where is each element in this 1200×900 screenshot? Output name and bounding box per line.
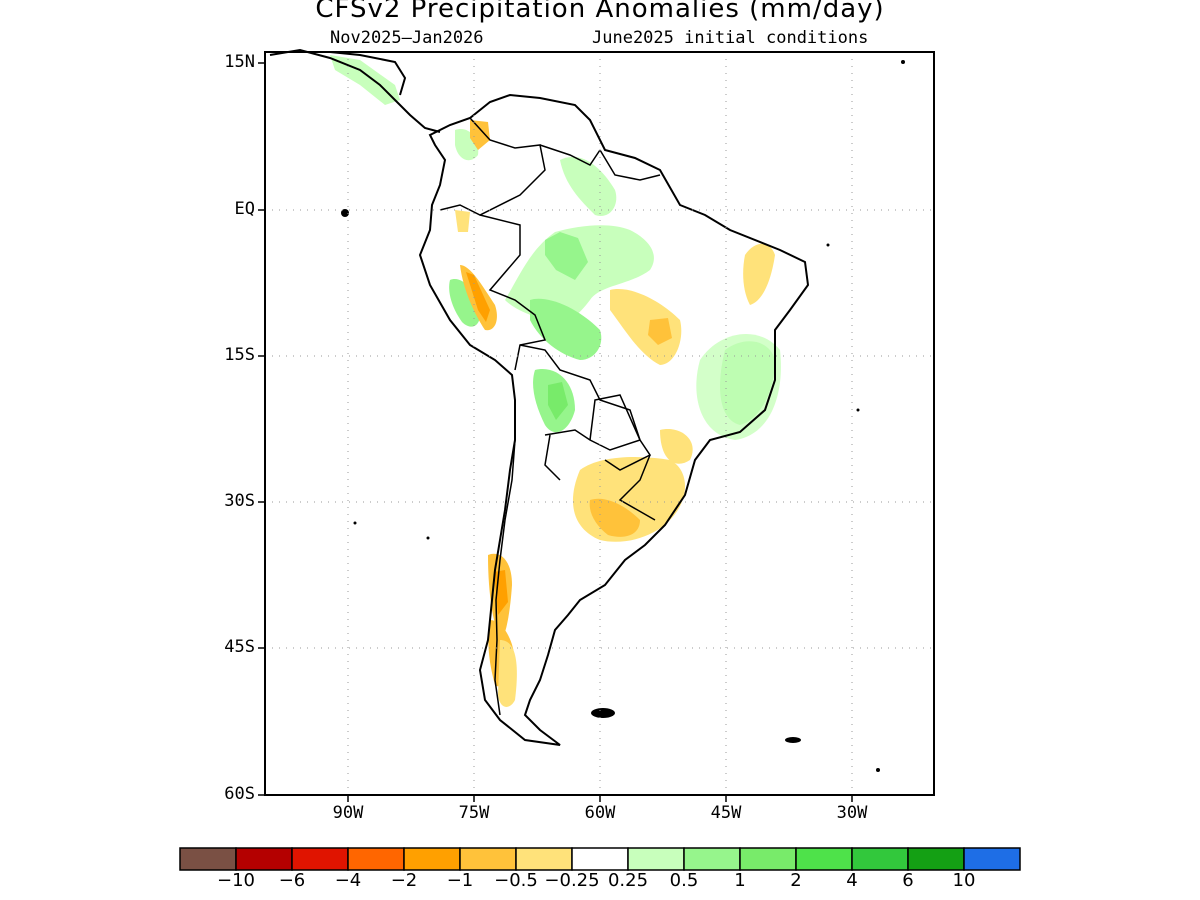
- colorbar-label-11: 4: [846, 870, 858, 891]
- y-label-15s: 15S: [224, 345, 255, 365]
- map-title: CFSv2 Precipitation Anomalies (mm/day): [315, 0, 885, 24]
- dry-anomaly-patagonia: [498, 640, 517, 707]
- graticule: [265, 52, 934, 795]
- y-label-15n: 15N: [224, 52, 255, 72]
- colorbar-swatch-7: [571, 847, 629, 871]
- y-label-30s: 30S: [224, 491, 255, 511]
- wet-anomaly-peru: [449, 279, 481, 327]
- border-peru-brazil: [479, 214, 547, 371]
- country-border-layer: [439, 117, 661, 716]
- caribbean-islands: [901, 60, 905, 64]
- border-venezuela: [539, 144, 601, 166]
- wet-anomaly-central: [530, 298, 602, 360]
- x-label-45w: 45W: [710, 803, 742, 823]
- dry-anomaly-ecuador: [455, 210, 470, 232]
- colorbar-swatch-11: [795, 847, 853, 871]
- dry-anomaly-colombia: [470, 120, 490, 150]
- y-label-60s: 60S: [224, 784, 255, 804]
- colorbar-swatch-2: [291, 847, 349, 871]
- border-brazil-south: [544, 434, 561, 481]
- islands-layer: [341, 60, 905, 772]
- border-paraguay: [589, 394, 652, 471]
- initial-conditions-subtitle: June2025 initial conditions: [592, 28, 869, 48]
- wet-anomaly-layer: [330, 55, 781, 440]
- dry-anomaly-uruguay-core: [589, 498, 640, 537]
- border-colombia: [439, 117, 546, 216]
- x-label-60w: 60W: [584, 803, 616, 823]
- san-felix-island: [353, 521, 357, 525]
- axis-ticks: [258, 62, 853, 802]
- dry-anomaly-northeast-brazil: [743, 243, 775, 305]
- dry-anomaly-central-brazil: [610, 289, 682, 365]
- south-georgia-island: [785, 737, 801, 743]
- falkland-islands: [591, 708, 615, 718]
- colorbar-label-4: −1: [446, 870, 474, 891]
- wet-anomaly-bolivia-core: [548, 382, 568, 420]
- colorbar-swatch-9: [683, 847, 741, 871]
- border-argentina-brazil: [618, 454, 656, 521]
- colorbar-label-9: 1: [734, 870, 746, 891]
- colorbar-label-12: 6: [902, 870, 914, 891]
- border-bolivia: [519, 344, 641, 451]
- colorbar-label-10: 2: [790, 870, 802, 891]
- colorbar-label-5: −0.5: [494, 870, 538, 891]
- colorbar-swatch-3: [347, 847, 405, 871]
- colorbar-label-0: −10: [217, 870, 255, 891]
- x-label-30w: 30W: [836, 803, 868, 823]
- colorbar-swatch-12: [851, 847, 909, 871]
- wet-anomaly-guiana: [560, 156, 617, 216]
- colorbar-swatch-4: [403, 847, 461, 871]
- colorbar-swatch-0: [179, 847, 237, 871]
- forecast-period-subtitle: Nov2025–Jan2026: [330, 28, 484, 48]
- south-america-coastline: [418, 93, 810, 746]
- colorbar-swatch-10: [739, 847, 797, 871]
- colorbar-label-1: −6: [278, 870, 306, 891]
- y-label-45s: 45S: [224, 637, 255, 657]
- colorbar-label-2: −4: [334, 870, 362, 891]
- border-guianas: [599, 149, 661, 181]
- juan-fernandez-island: [426, 536, 430, 540]
- colorbar-swatch-8: [627, 847, 685, 871]
- wet-anomaly-central-america: [330, 55, 400, 105]
- colorbar: [179, 847, 1021, 871]
- y-label-eq: EQ: [234, 199, 255, 219]
- colorbar-label-8: 0.5: [669, 870, 699, 891]
- colorbar-swatch-13: [907, 847, 965, 871]
- border-argentina-chile: [494, 400, 516, 716]
- colorbar-swatch-1: [235, 847, 293, 871]
- colorbar-label-3: −2: [390, 870, 418, 891]
- wet-anomaly-east-brazil-outer: [696, 333, 781, 440]
- trindade-island: [856, 408, 860, 412]
- colorbar-label-7: 0.25: [607, 870, 649, 891]
- colorbar-swatch-6: [515, 847, 573, 871]
- x-label-90w: 90W: [332, 803, 364, 823]
- south-sandwich-islands: [876, 768, 880, 772]
- colorbar-label-13: 10: [952, 870, 976, 891]
- x-label-75w: 75W: [458, 803, 490, 823]
- dry-anomaly-peru-core: [466, 272, 490, 322]
- fernando-de-noronha: [826, 243, 830, 247]
- wet-anomaly-western-amazon: [545, 232, 588, 280]
- dry-anomaly-sao-paulo: [660, 429, 693, 464]
- galapagos-islands: [341, 209, 349, 217]
- colorbar-swatch-14: [963, 847, 1021, 871]
- colorbar-swatch-5: [459, 847, 517, 871]
- colorbar-label-6: −0.25: [544, 870, 600, 891]
- dry-anomaly-central-brazil-core: [648, 318, 672, 345]
